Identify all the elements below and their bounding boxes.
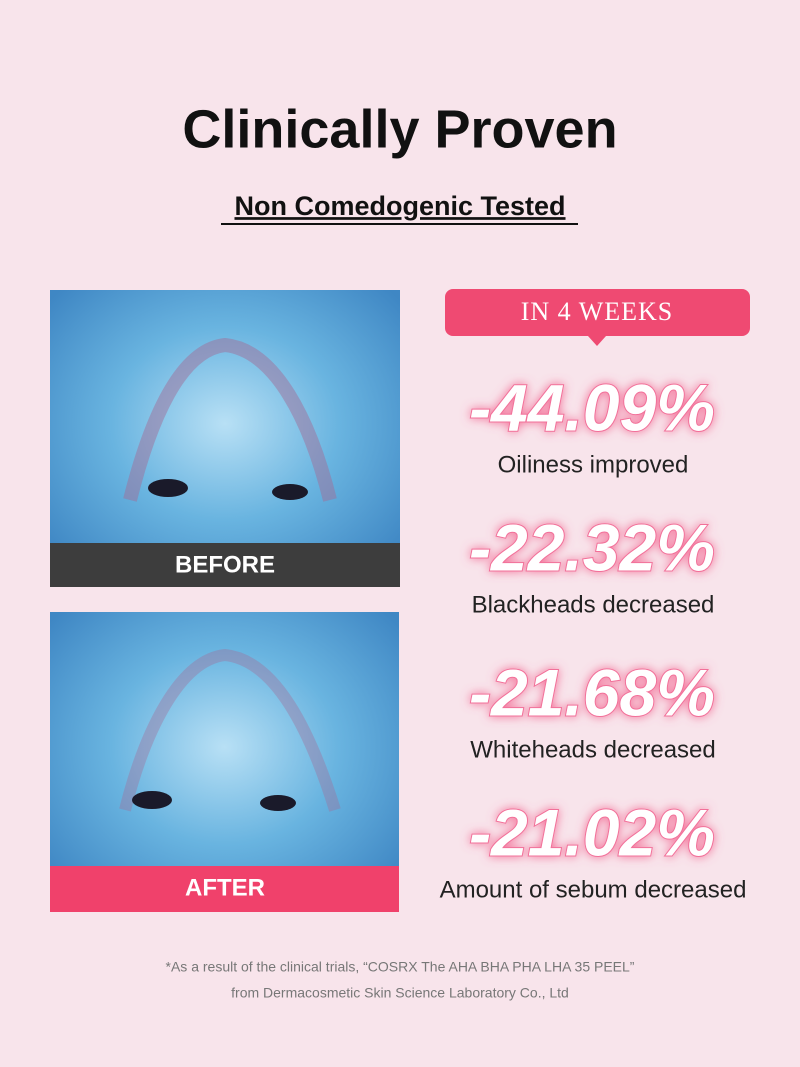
stats: -44.09% Oiliness improved -22.32% Blackhead… xyxy=(440,369,747,903)
stat-label: Whiteheads decreased xyxy=(470,736,715,763)
stat-value: -22.32% xyxy=(469,510,715,584)
badge: IN 4 WEEKS xyxy=(445,289,750,346)
stat-value: -44.09% xyxy=(469,370,715,444)
stat-value: -21.02% xyxy=(469,795,715,869)
stat-value: -21.68% xyxy=(469,655,715,729)
stat-label: Amount of sebum decreased xyxy=(440,876,747,903)
footnote: *As a result of the clinical trials, “CO… xyxy=(166,959,635,975)
before-label: BEFORE xyxy=(175,551,275,578)
after-photo: AFTER xyxy=(50,612,399,912)
before-photo: BEFORE xyxy=(50,290,400,587)
badge-text: IN 4 WEEKS xyxy=(521,297,674,326)
stat-label: Blackheads decreased xyxy=(472,591,715,618)
footnote: from Dermacosmetic Skin Science Laborato… xyxy=(231,985,569,1001)
after-label: AFTER xyxy=(185,874,265,901)
stat-label: Oiliness improved xyxy=(498,451,689,478)
subtitle: Non Comedogenic Tested xyxy=(234,191,565,221)
title: Clinically Proven xyxy=(182,99,617,159)
